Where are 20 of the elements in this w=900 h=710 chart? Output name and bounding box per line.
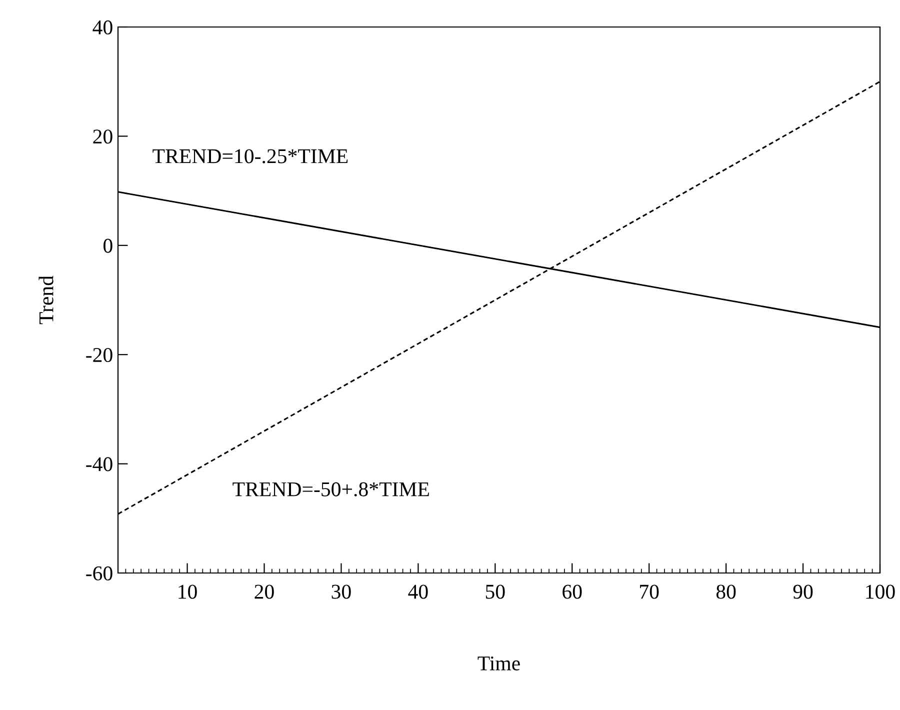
y-tick-label: 40 bbox=[92, 20, 112, 34]
annotation: TREND=10-.25*TIME bbox=[152, 149, 348, 164]
x-axis-title: Time bbox=[478, 656, 520, 670]
x-tick-label: 70 bbox=[640, 584, 659, 599]
y-tick-label: -60 bbox=[86, 566, 112, 580]
x-tick-label: 50 bbox=[486, 584, 505, 599]
x-tick-label: 40 bbox=[408, 584, 428, 599]
y-axis-title: Trend bbox=[38, 276, 54, 324]
y-tick-label: 0 bbox=[104, 238, 112, 253]
x-tick-label: 90 bbox=[793, 584, 813, 599]
x-tick-label: 20 bbox=[254, 584, 274, 599]
x-tick-label: 80 bbox=[716, 584, 736, 599]
y-tick-label: 20 bbox=[93, 130, 112, 144]
x-tick-label: 100 bbox=[866, 584, 895, 599]
y-tick-label: -40 bbox=[86, 457, 112, 472]
y-tick-label: -20 bbox=[86, 348, 112, 362]
x-tick-label: 60 bbox=[562, 584, 582, 599]
annotation: TREND=-50+.8*TIME bbox=[232, 482, 429, 496]
x-tick-label: 30 bbox=[332, 584, 351, 599]
x-tick-label: 10 bbox=[178, 584, 197, 599]
